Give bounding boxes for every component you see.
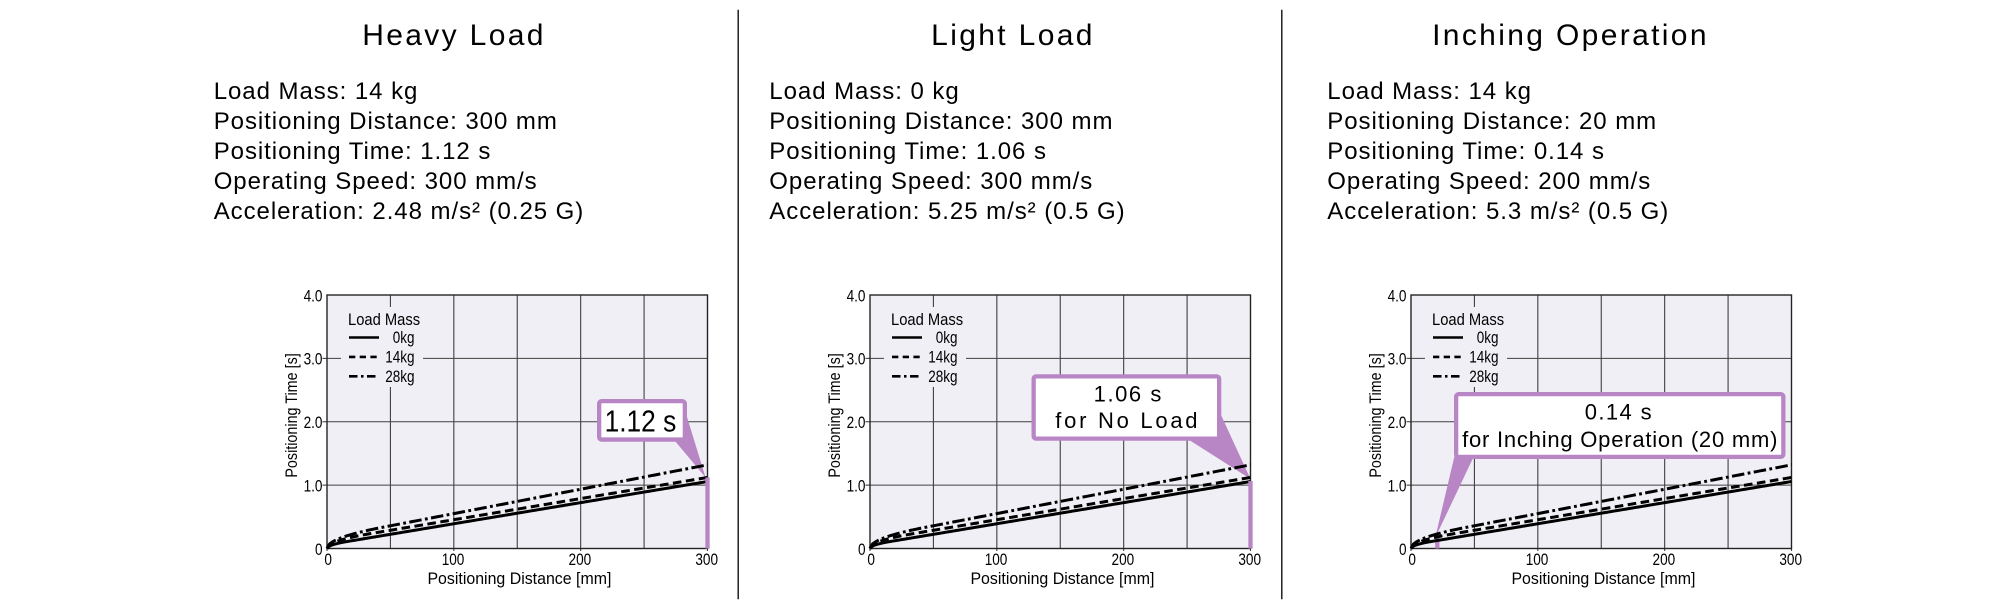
svg-text:1.06 s: 1.06 s bbox=[1094, 382, 1163, 407]
svg-text:0.14 s: 0.14 s bbox=[1585, 399, 1653, 424]
svg-text:for Inching Operation (20 mm): for Inching Operation (20 mm) bbox=[1462, 427, 1778, 452]
svg-text:for No Load: for No Load bbox=[1055, 408, 1200, 433]
svg-text:1.12 s: 1.12 s bbox=[605, 405, 677, 439]
